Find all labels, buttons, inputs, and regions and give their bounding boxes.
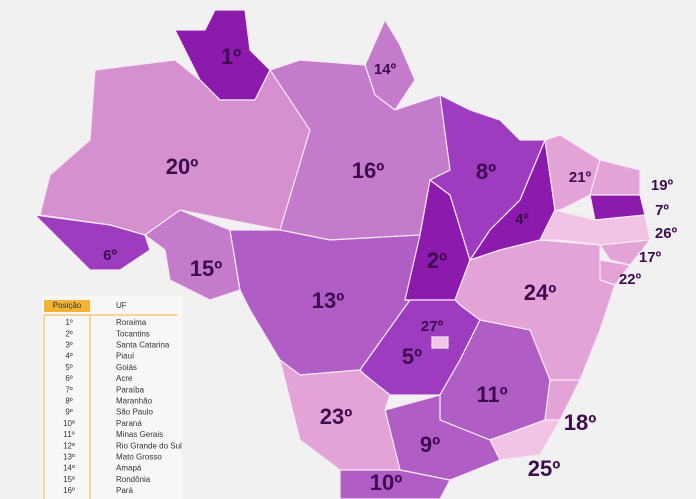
rank: 11º [63, 430, 74, 439]
state-rank: 2º [427, 248, 447, 273]
state-rank: 10º [370, 470, 403, 495]
state-name: Santa Catarina [116, 341, 170, 350]
state-name: Rio Grande do Sul [116, 441, 182, 450]
state-rank: 1º [221, 44, 241, 69]
rank: 1º [65, 318, 72, 327]
state-name: São Paulo [116, 408, 153, 417]
rank: 10º [63, 419, 75, 428]
state-rank: 22º [619, 271, 642, 288]
table-bg [42, 296, 182, 499]
state-name: Acre [116, 374, 133, 383]
state-rank: 14º [374, 61, 397, 78]
header-box [44, 300, 90, 312]
header: UF [116, 301, 127, 310]
state [33, 214, 151, 271]
rank: 13º [63, 453, 75, 462]
rank: 16º [63, 486, 75, 495]
state [279, 358, 401, 471]
state-name: Roraima [116, 318, 147, 327]
state-rank: 15º [190, 256, 223, 281]
state-rank: 13º [312, 288, 345, 313]
state-rank: 24º [524, 280, 557, 305]
state-name: Tocantins [116, 329, 150, 338]
state-name: Goiás [116, 363, 137, 372]
state-rank: 26º [655, 225, 678, 242]
state-name: Pará [116, 486, 133, 495]
state-rank: 8º [476, 159, 496, 184]
state-rank: 18º [564, 410, 597, 435]
state-name: Paraná [116, 419, 142, 428]
rank: 9º [65, 408, 72, 417]
state-rank: 25º [528, 456, 561, 481]
rank: 3º [65, 341, 72, 350]
rank: 2º [65, 329, 72, 338]
state-name: Piauí [116, 352, 135, 361]
state-rank: 23º [320, 404, 353, 429]
state-rank: 16º [352, 158, 385, 183]
rank: 6º [65, 374, 72, 383]
state-rank: 21º [569, 169, 592, 186]
state-rank: 9º [420, 432, 440, 457]
state-rank: 19º [651, 177, 674, 194]
state-rank: 4º [515, 211, 529, 228]
rank: 5º [65, 363, 72, 372]
rank: 8º [65, 397, 72, 406]
header: Posição [53, 301, 82, 310]
state [39, 59, 311, 236]
state [339, 469, 451, 499]
rank: 15º [63, 475, 75, 484]
state [143, 209, 241, 301]
state-rank: 7º [655, 202, 669, 219]
rank: 7º [65, 385, 72, 394]
state-rank: 11º [476, 382, 507, 407]
state-name: Minas Gerais [116, 430, 163, 439]
state-name: Maranhão [116, 397, 153, 406]
rank: 14º [63, 464, 75, 473]
state-name: Amapá [116, 464, 142, 473]
state-name: Paraíba [116, 385, 145, 394]
state-rank: 27º [421, 318, 444, 335]
state-rank: 6º [103, 247, 117, 264]
state-rank: 17º [639, 249, 662, 266]
state-rank: 20º [166, 154, 199, 179]
state-rank: 5º [402, 344, 422, 369]
rank: 4º [65, 352, 72, 361]
state-name: Rondônia [116, 475, 151, 484]
rank: 12º [63, 441, 75, 450]
state-name: Mato Grosso [116, 453, 162, 462]
state [431, 336, 449, 349]
